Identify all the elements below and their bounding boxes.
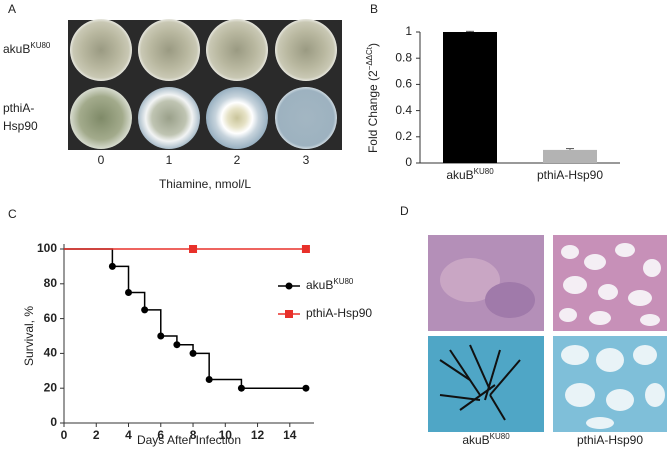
data-point	[157, 332, 165, 340]
x-tick-label: 14	[283, 428, 297, 442]
panel-label: D	[400, 204, 409, 218]
data-point	[237, 384, 245, 392]
y-tick-label: 0.6	[395, 77, 412, 91]
y-tick-label: 40	[44, 346, 58, 360]
y-tick-label: 100	[37, 241, 57, 255]
data-point	[141, 306, 149, 314]
plates	[68, 19, 342, 150]
x-tick-label: 2	[93, 428, 100, 442]
x-tick-label: 0	[61, 428, 68, 442]
superscript: KU80	[474, 167, 495, 176]
text-part: Hsp90	[3, 119, 38, 133]
y-tick-label: 20	[44, 380, 58, 394]
data-point	[205, 376, 213, 383]
y-tick-label: 0.8	[395, 50, 412, 64]
panel-label: B	[370, 2, 378, 16]
y-tick-label: 1	[405, 24, 412, 38]
panel-label: A	[8, 2, 16, 16]
y-tick-label: 0	[405, 155, 412, 169]
alveoli	[559, 243, 661, 326]
hyphae	[439, 344, 521, 421]
alveoli	[561, 345, 665, 429]
panel-label: C	[8, 207, 17, 221]
plate	[206, 87, 268, 149]
superscript: −ΔΔCt	[365, 46, 374, 70]
text-part: Fold Change (2	[366, 70, 380, 153]
data-point	[125, 289, 133, 296]
row-label: akuBKU80	[3, 41, 51, 57]
text-part: pthiA-	[3, 101, 34, 115]
x-axis-label: Thiamine, nmol/L	[159, 177, 251, 191]
superscript: KU80	[490, 432, 511, 441]
x-tick-label: akuBKU80	[446, 167, 494, 183]
text-part: pthiA-Hsp90	[537, 168, 603, 182]
text-part: akuB	[3, 42, 30, 56]
text-part: pthiA-Hsp90	[306, 306, 372, 320]
y-tick-label: 0	[50, 415, 57, 429]
x-tick-label: 10	[219, 428, 233, 442]
legend-label: akuBKU80	[306, 277, 354, 293]
y-tick-label: 0.2	[395, 129, 412, 143]
survival-line	[64, 248, 306, 389]
plate	[138, 19, 200, 81]
tissue-region	[485, 282, 535, 318]
legend-marker	[285, 310, 293, 318]
bar	[443, 32, 497, 163]
histology	[428, 235, 667, 432]
data-point	[173, 341, 181, 349]
row-label: Hsp90	[3, 119, 38, 133]
text-part: pthiA-Hsp90	[577, 433, 643, 447]
text-part: akuB	[306, 278, 333, 292]
x-tick-label: pthiA-Hsp90	[537, 168, 603, 182]
plate	[275, 87, 337, 149]
plate	[70, 19, 132, 81]
legend-marker	[285, 282, 293, 290]
text-part: akuB	[446, 168, 473, 182]
x-axis-label: Days After Infection	[137, 433, 241, 447]
data-point	[108, 262, 116, 270]
data-point	[189, 349, 197, 357]
superscript: KU80	[333, 277, 354, 286]
text-part: )	[366, 43, 380, 47]
plate	[138, 87, 200, 149]
column-label: 3	[303, 153, 310, 167]
image-caption: pthiA-Hsp90	[577, 433, 643, 447]
x-tick-label: 4	[125, 428, 132, 442]
data-point	[302, 384, 310, 392]
plate	[70, 87, 132, 149]
legend-label: pthiA-Hsp90	[306, 306, 372, 320]
column-label: 0	[98, 153, 105, 167]
column-label: 1	[166, 153, 173, 167]
tissue-region	[440, 258, 500, 302]
superscript: KU80	[30, 41, 51, 50]
row-label: pthiA-	[3, 101, 34, 115]
image-caption: akuBKU80	[462, 432, 510, 448]
y-tick-label: 60	[44, 311, 58, 325]
y-axis-label: Survival, %	[22, 306, 36, 366]
plate	[275, 19, 337, 81]
text-part: akuB	[462, 433, 489, 447]
data-point	[301, 245, 310, 253]
data-point	[189, 245, 198, 253]
x-tick-label: 12	[251, 428, 265, 442]
x-tick-label: 6	[157, 428, 164, 442]
bar	[543, 149, 597, 163]
y-tick-label: 80	[44, 276, 58, 290]
column-label: 2	[234, 153, 241, 167]
histology-image	[428, 336, 544, 432]
y-axis-label: Fold Change (2−ΔΔCt)	[365, 43, 381, 153]
x-tick-label: 8	[190, 428, 197, 442]
plate	[206, 19, 268, 81]
y-tick-label: 0.4	[395, 103, 412, 117]
